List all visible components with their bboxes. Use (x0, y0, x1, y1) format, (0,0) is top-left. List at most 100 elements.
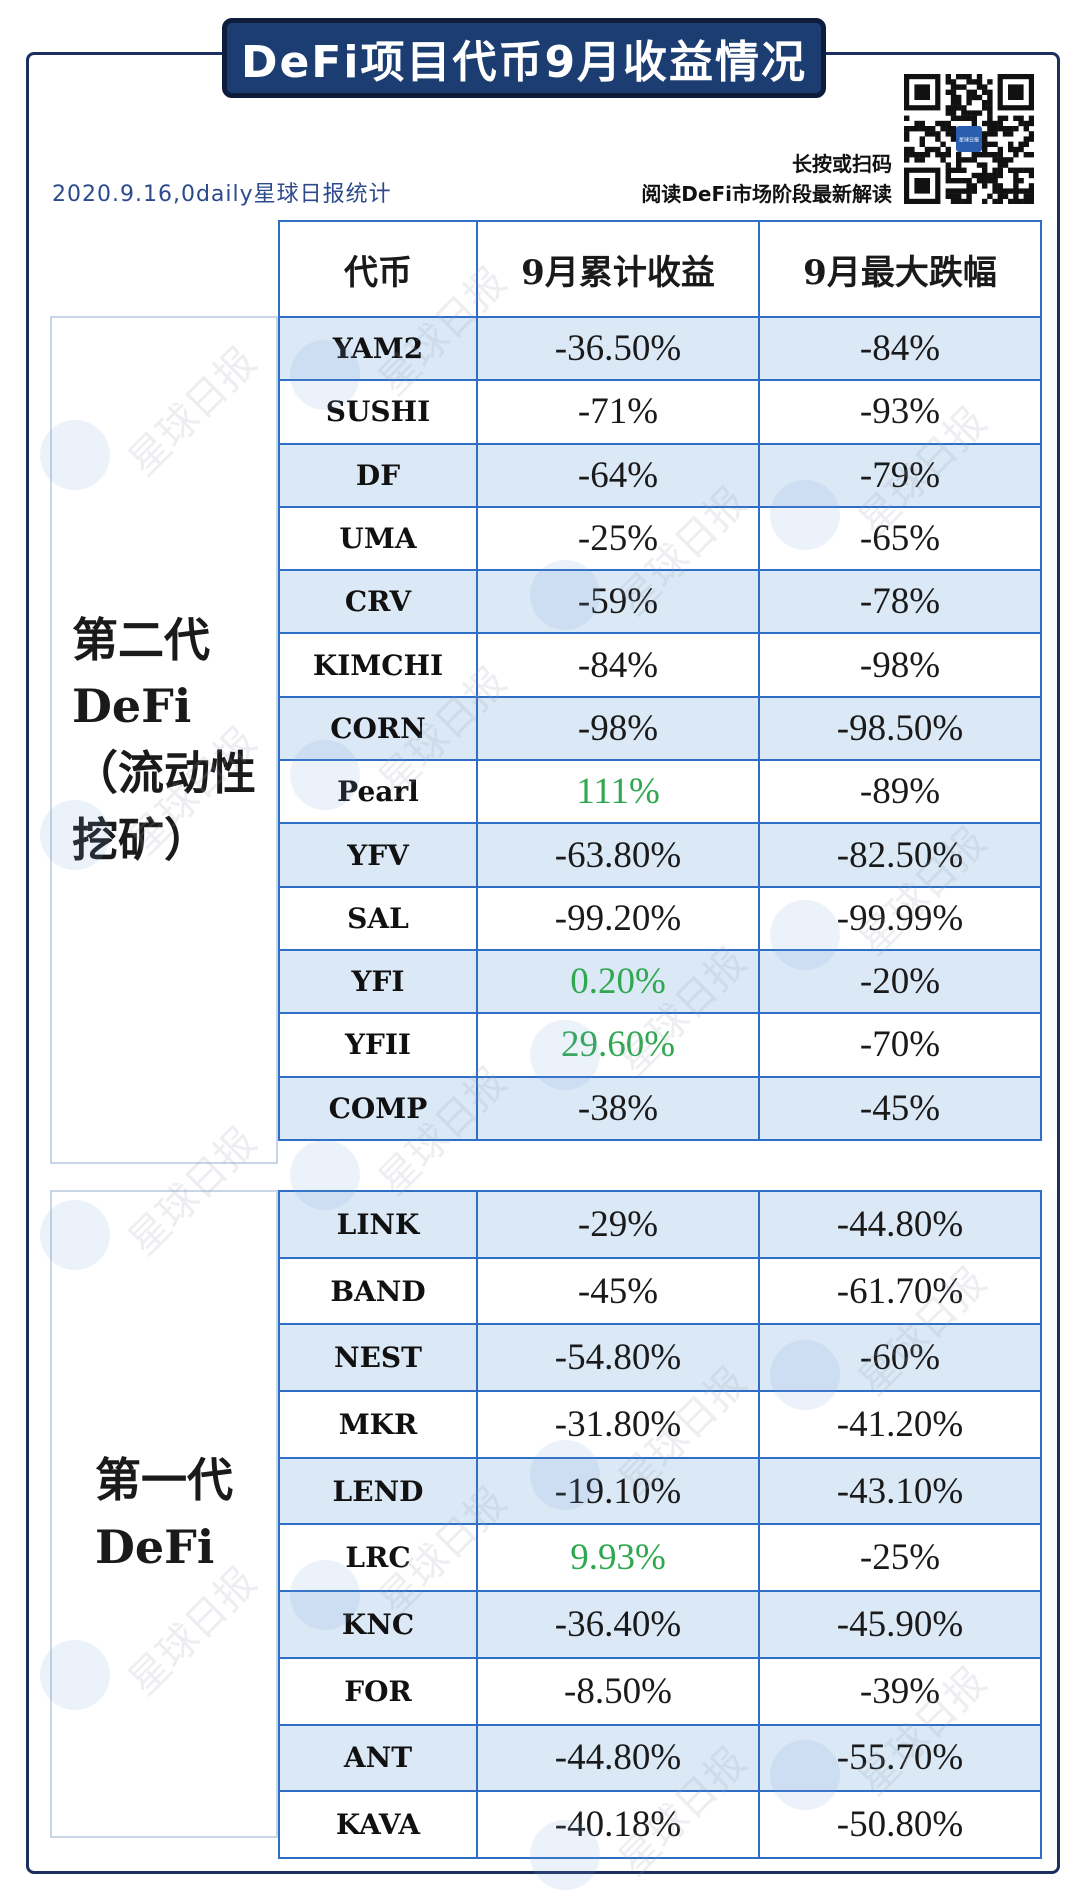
header-return: 9月累计收益 (476, 220, 760, 318)
return-cell: -54.80% (476, 1323, 760, 1393)
table-row: LRC 9.93% -25% (278, 1523, 1042, 1593)
token-cell: SAL (278, 885, 478, 951)
table-row: CORN -98% -98.50% (278, 695, 1042, 762)
token-cell: YFV (278, 822, 478, 888)
drawdown-cell: -39% (758, 1656, 1042, 1726)
token-cell: LRC (278, 1523, 478, 1593)
token-cell: ANT (278, 1723, 478, 1793)
return-cell: 111% (476, 759, 760, 825)
token-cell: UMA (278, 505, 478, 572)
table-row: KNC -36.40% -45.90% (278, 1590, 1042, 1659)
token-cell: SUSHI (278, 379, 478, 445)
return-cell: -45% (476, 1256, 760, 1326)
drawdown-cell: -84% (758, 315, 1042, 382)
table-row: FOR -8.50% -39% (278, 1656, 1042, 1726)
drawdown-cell: -41.20% (758, 1390, 1042, 1459)
group-label-line: （流动性 (72, 746, 256, 800)
return-cell: -84% (476, 632, 760, 698)
drawdown-cell: -98% (758, 632, 1042, 698)
return-cell: 29.60% (476, 1012, 760, 1078)
token-cell: NEST (278, 1323, 478, 1393)
return-cell: -99.20% (476, 885, 760, 951)
return-cell: -59% (476, 569, 760, 635)
drawdown-cell: -70% (758, 1012, 1042, 1078)
token-cell: LEND (278, 1456, 478, 1526)
return-cell: 9.93% (476, 1523, 760, 1593)
return-cell: -8.50% (476, 1656, 760, 1726)
page-title: DeFi项目代币9月收益情况 (222, 18, 826, 98)
return-cell: -36.40% (476, 1590, 760, 1659)
table-row: SUSHI -71% -93% (278, 379, 1042, 445)
table-row: YAM2 -36.50% -84% (278, 315, 1042, 382)
group-label-line: 挖矿） (72, 812, 210, 867)
table-row: DF -64% -79% (278, 442, 1042, 508)
token-cell: YAM2 (278, 315, 478, 382)
drawdown-cell: -45.90% (758, 1590, 1042, 1659)
group-label-line: DeFi (72, 679, 192, 734)
return-cell: -44.80% (476, 1723, 760, 1793)
table-row: SAL -99.20% -99.99% (278, 885, 1042, 951)
table-row: KAVA -40.18% -50.80% (278, 1790, 1042, 1859)
drawdown-cell: -60% (758, 1323, 1042, 1393)
token-cell: COMP (278, 1075, 478, 1141)
table-row: LINK -29% -44.80% (278, 1190, 1042, 1259)
return-cell: 0.20% (476, 948, 760, 1015)
token-cell: DF (278, 442, 478, 508)
drawdown-cell: -65% (758, 505, 1042, 572)
table-row: YFV -63.80% -82.50% (278, 822, 1042, 888)
drawdown-cell: -44.80% (758, 1190, 1042, 1259)
token-cell: KIMCHI (278, 632, 478, 698)
return-cell: -25% (476, 505, 760, 572)
token-cell: BAND (278, 1256, 478, 1326)
drawdown-cell: -25% (758, 1523, 1042, 1593)
return-cell: -38% (476, 1075, 760, 1141)
qr-code[interactable]: 星球日报 (904, 74, 1034, 204)
drawdown-cell: -43.10% (758, 1456, 1042, 1526)
drawdown-cell: -79% (758, 442, 1042, 508)
drawdown-cell: -93% (758, 379, 1042, 445)
return-cell: -63.80% (476, 822, 760, 888)
table-row: KIMCHI -84% -98% (278, 632, 1042, 698)
drawdown-cell: -55.70% (758, 1723, 1042, 1793)
table-row: LEND -19.10% -43.10% (278, 1456, 1042, 1526)
returns-table-first-gen: LINK -29% -44.80% BAND -45% -61.70% NEST -54.80… (278, 1190, 1042, 1859)
drawdown-cell: -82.50% (758, 822, 1042, 888)
token-cell: YFI (278, 948, 478, 1015)
return-cell: -29% (476, 1190, 760, 1259)
table-row: MKR -31.80% -41.20% (278, 1390, 1042, 1459)
table-row: YFI 0.20% -20% (278, 948, 1042, 1015)
table-row: Pearl 111% -89% (278, 759, 1042, 825)
group-label-second-gen: 第二代 DeFi （流动性挖矿） (50, 316, 278, 1164)
token-cell: LINK (278, 1190, 478, 1259)
drawdown-cell: -99.99% (758, 885, 1042, 951)
group-label-line: DeFi (95, 1520, 215, 1574)
return-cell: -31.80% (476, 1390, 760, 1459)
token-cell: MKR (278, 1390, 478, 1459)
returns-table-second-gen: 代币 9月累计收益 9月最大跌幅 YAM2 -36.50% -84% SUSHI -71… (278, 220, 1042, 1141)
return-cell: -40.18% (476, 1790, 760, 1859)
scan-subtitle: 阅读DeFi市场阶段最新解读 (641, 182, 892, 206)
table-row: CRV -59% -78% (278, 569, 1042, 635)
drawdown-cell: -98.50% (758, 695, 1042, 762)
header-token: 代币 (278, 220, 478, 318)
group-label-line: 第二代 (72, 612, 210, 667)
token-cell: CRV (278, 569, 478, 635)
token-cell: KAVA (278, 1790, 478, 1859)
drawdown-cell: -50.80% (758, 1790, 1042, 1859)
return-cell: -71% (476, 379, 760, 445)
token-cell: KNC (278, 1590, 478, 1659)
table-row: UMA -25% -65% (278, 505, 1042, 572)
source-note: 2020.9.16,0daily星球日报统计 (52, 182, 392, 207)
token-cell: YFII (278, 1012, 478, 1078)
qr-code-icon: 星球日报 (904, 74, 1034, 204)
return-cell: -36.50% (476, 315, 760, 382)
table-row: YFII 29.60% -70% (278, 1012, 1042, 1078)
table-row: NEST -54.80% -60% (278, 1323, 1042, 1393)
group-label-line: 第一代 (95, 1453, 233, 1508)
qr-logo-text: 星球日报 (959, 137, 979, 144)
drawdown-cell: -45% (758, 1075, 1042, 1141)
group-label-first-gen: 第一代 DeFi (50, 1190, 278, 1838)
table-row: ANT -44.80% -55.70% (278, 1723, 1042, 1793)
return-cell: -98% (476, 695, 760, 762)
header-drawdown: 9月最大跌幅 (758, 220, 1042, 318)
